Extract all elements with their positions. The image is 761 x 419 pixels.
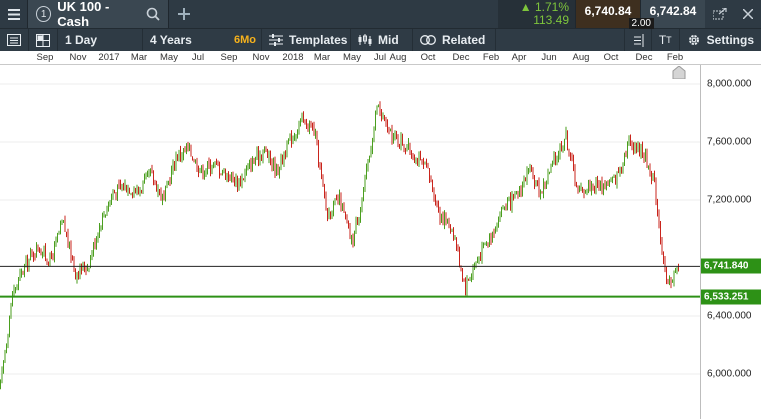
time-axis-label: Feb	[482, 52, 500, 63]
gear-icon	[687, 33, 701, 47]
price-mode-button[interactable]: Mid	[351, 29, 413, 51]
time-axis-label: Mar	[313, 52, 331, 63]
grid-layout-icon	[36, 33, 50, 47]
price-axis-label: 8,000.000	[707, 78, 752, 90]
scale-button[interactable]	[623, 29, 652, 51]
hamburger-menu-button[interactable]	[0, 0, 28, 28]
time-axis-label: Sep	[220, 52, 238, 63]
templates-button[interactable]: Templates	[262, 29, 351, 51]
time-axis-label: Sep	[36, 52, 54, 63]
time-axis-label: Mar	[130, 52, 148, 63]
templates-label: Templates	[289, 33, 348, 47]
arrow-up-icon: ▲	[519, 0, 532, 14]
sell-price: 6,740.84	[584, 4, 632, 18]
tab-number-badge: 1	[36, 6, 52, 22]
time-axis-label: 2018	[282, 52, 304, 63]
time-axis-label: Nov	[252, 52, 270, 63]
price-axis[interactable]: 8,000.000 7,600.000 7,200.000 6,400.000 6,00…	[700, 65, 761, 419]
spread-badge: 2.00	[628, 18, 654, 29]
time-axis-label: Jun	[541, 52, 557, 63]
time-axis: Sep Nov 2017 Mar May Jul Sep Nov 2018 Mar May Jul Au…	[0, 51, 700, 65]
search-icon[interactable]	[146, 7, 160, 21]
candles-icon	[358, 34, 372, 46]
price-axis-label: 6,000.000	[707, 368, 752, 380]
change-percent: ▲ 1.71%	[520, 1, 569, 14]
time-axis-label: 2017	[98, 52, 120, 63]
buy-price: 6,742.84	[649, 4, 697, 18]
change-percent-value: 1.71%	[534, 0, 569, 14]
time-axis-label: May	[343, 52, 361, 63]
price-change: ▲ 1.71% 113.49	[498, 0, 575, 28]
time-axis-label: Aug	[572, 52, 590, 63]
time-axis-label: Jul	[373, 52, 387, 63]
settings-label: Settings	[706, 33, 754, 47]
settings-button[interactable]: Settings	[680, 29, 761, 51]
time-axis-label: May	[160, 52, 178, 63]
range-6mo-button[interactable]: 6Mo	[229, 29, 262, 51]
time-axis-label: Oct	[420, 52, 436, 63]
time-axis-label: Jul	[191, 52, 205, 63]
price-chart[interactable]	[0, 65, 700, 419]
related-button[interactable]: Related	[413, 29, 496, 51]
chart-toolbar: 1 Day 4 Years 6Mo Templates Mid Related	[0, 28, 761, 51]
related-label: Related	[442, 33, 486, 47]
range-badge: 6Mo	[234, 34, 256, 46]
current-price-tag: 6,741.840	[701, 258, 761, 274]
price-mode-label: Mid	[378, 33, 399, 47]
price-axis-label: 6,400.000	[707, 310, 752, 322]
range-label: 4 Years	[150, 33, 192, 47]
support-price-tag: 6,533.251	[701, 289, 761, 305]
layout-button[interactable]	[29, 29, 58, 51]
plus-icon	[178, 8, 190, 20]
related-icon	[420, 35, 436, 45]
title-spacer	[199, 0, 498, 28]
price-axis-label: 7,200.000	[707, 194, 752, 206]
close-icon[interactable]	[743, 9, 753, 19]
list-view-button[interactable]	[0, 29, 29, 51]
time-axis-label: Feb	[666, 52, 684, 63]
title-bar: 1 UK 100 - Cash ▲ 1.71% 113.49 6,740.84 …	[0, 0, 761, 29]
change-points: 113.49	[533, 13, 569, 27]
time-axis-label: Dec	[452, 52, 470, 63]
interval-dropdown[interactable]: 1 Day	[58, 29, 143, 51]
time-axis-label: Dec	[635, 52, 653, 63]
list-icon	[7, 34, 21, 46]
sliders-icon	[269, 34, 283, 46]
price-scale-icon	[632, 33, 644, 47]
time-axis-label: Apr	[511, 52, 527, 63]
hamburger-icon	[7, 8, 20, 20]
interval-label: 1 Day	[65, 33, 98, 47]
time-axis-label: Oct	[603, 52, 619, 63]
price-axis-label: 7,600.000	[707, 136, 752, 148]
time-axis-label: Aug	[389, 52, 407, 63]
popout-icon[interactable]	[713, 8, 727, 20]
time-axis-label: Nov	[69, 52, 87, 63]
chart-canvas[interactable]	[0, 65, 700, 419]
scroll-handle[interactable]	[672, 65, 686, 80]
window-controls	[705, 0, 761, 28]
instrument-tab[interactable]: 1 UK 100 - Cash	[28, 0, 169, 29]
time-axis-corner	[700, 51, 761, 65]
sell-price-button[interactable]: 6,740.84 2.00	[575, 0, 654, 29]
add-tab-button[interactable]	[169, 0, 199, 28]
range-dropdown[interactable]: 4 Years	[143, 29, 229, 51]
instrument-name: UK 100 - Cash	[57, 0, 110, 29]
